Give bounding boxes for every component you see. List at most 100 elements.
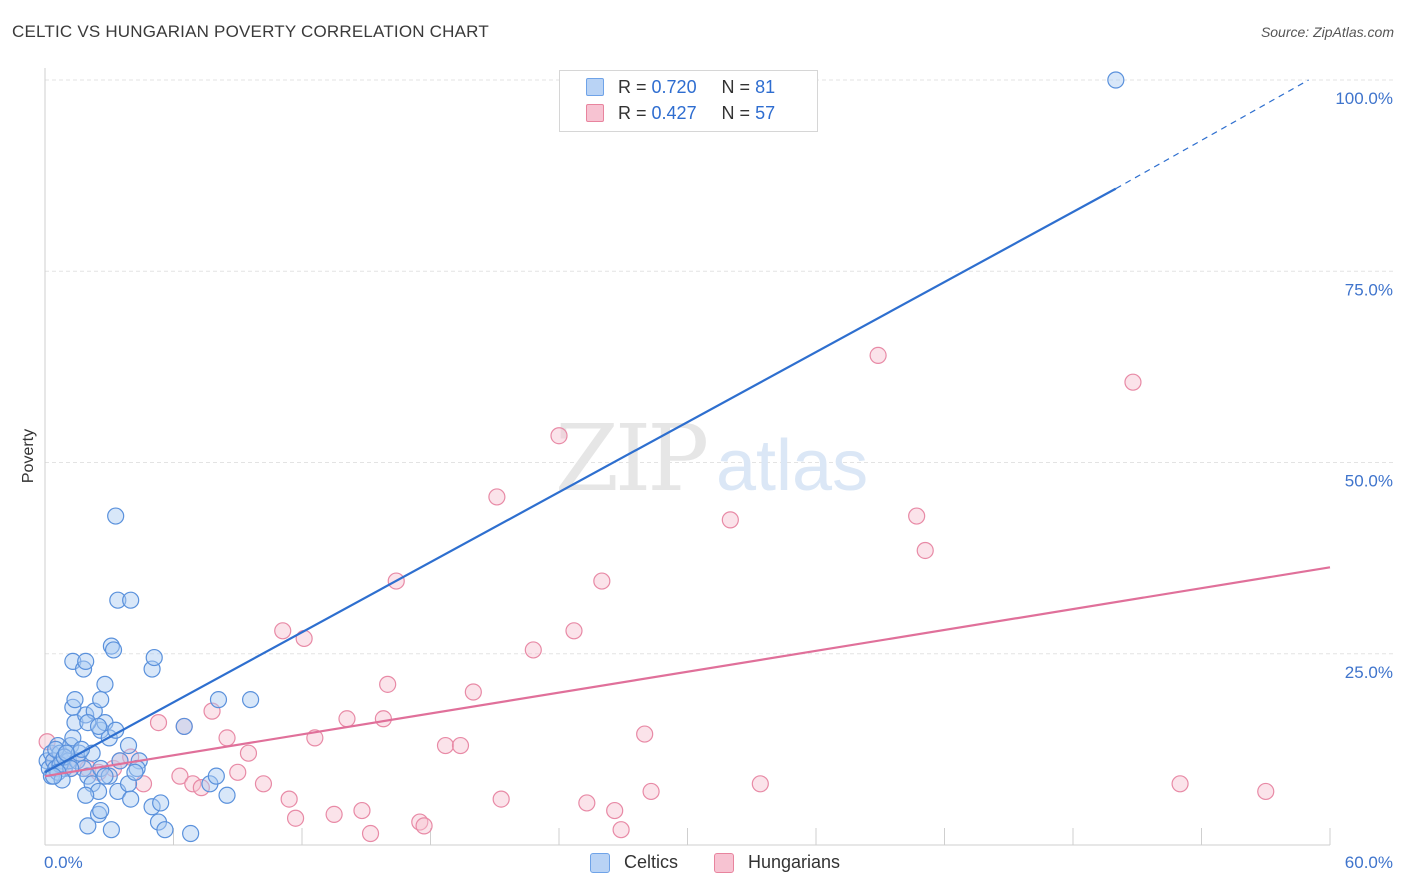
watermark-atlas: atlas xyxy=(716,426,868,506)
bottom-legend-celtics: Celtics xyxy=(590,852,678,873)
source-label: Source: ZipAtlas.com xyxy=(1260,24,1394,40)
hungarians-point xyxy=(353,801,371,820)
celtics-point xyxy=(182,824,200,843)
celtics-points xyxy=(38,71,1125,843)
chart-title: CELTIC VS HUNGARIAN POVERTY CORRELATION … xyxy=(12,22,489,41)
hungarians-point xyxy=(1124,373,1142,391)
hungarians-point xyxy=(134,775,153,793)
hungarians-point xyxy=(606,801,624,820)
celtics-point xyxy=(102,821,120,839)
celtics-point xyxy=(126,763,144,781)
hungarians-point xyxy=(451,736,470,755)
hungarians-point xyxy=(436,736,455,755)
hungarians-point xyxy=(338,710,356,728)
hungarians-point xyxy=(192,779,210,797)
x-tick-label: 60.0% xyxy=(1345,853,1393,872)
hungarians-point xyxy=(488,488,506,506)
celtics-trend-line xyxy=(44,187,1117,774)
celtics-point xyxy=(66,691,84,709)
celtics-point xyxy=(79,713,97,732)
r-label: R = xyxy=(618,102,647,123)
celtics-point xyxy=(175,717,193,736)
celtics-trend-line-extension xyxy=(1115,79,1309,190)
hungarians-point xyxy=(379,675,397,693)
celtics-point xyxy=(207,767,225,785)
celtics-point xyxy=(77,786,95,804)
celtics-point xyxy=(79,817,97,835)
celtics-point xyxy=(77,652,95,671)
hungarians-legend-swatch xyxy=(714,852,734,873)
y-tick-label: 25.0% xyxy=(1345,663,1393,682)
hungarians-point xyxy=(908,507,926,525)
hungarians-point xyxy=(751,775,769,793)
celtics-point xyxy=(1107,71,1125,89)
celtics-point xyxy=(100,767,118,785)
hungarians-point xyxy=(295,629,313,648)
stats-legend: R = 0.720 N = 81 R = 0.427 N = 57 xyxy=(559,70,818,132)
celtics-swatch xyxy=(586,78,604,96)
watermark-zip: ZIP xyxy=(555,405,706,512)
celtics-point xyxy=(96,675,114,693)
celtics-point xyxy=(92,691,110,709)
celtics-point xyxy=(53,771,71,789)
celtics-r-value: 0.720 xyxy=(651,76,697,97)
hungarians-point xyxy=(254,775,273,793)
hungarians-point xyxy=(565,622,583,640)
celtics-point xyxy=(122,591,140,609)
hungarians-point xyxy=(642,782,660,801)
hungarians-point xyxy=(721,511,739,529)
gridlines xyxy=(45,79,1395,655)
r-label: R = xyxy=(618,76,647,97)
y-axis-label: Poverty xyxy=(20,429,37,483)
hungarians-point xyxy=(636,725,654,743)
celtics-point xyxy=(156,821,174,839)
celtics-point xyxy=(96,767,114,785)
tick-labels: 25.0% 50.0% 75.0% 100.0% 0.0% 60.0% xyxy=(44,89,1393,872)
hungarians-point xyxy=(184,775,202,793)
n-label: N = xyxy=(721,102,751,123)
hungarians-point xyxy=(612,821,630,839)
hungarians-point xyxy=(593,572,611,590)
y-tick-label: 75.0% xyxy=(1345,280,1393,299)
hungarians-point xyxy=(149,713,168,732)
celtics-point xyxy=(92,801,110,820)
hungarians-point xyxy=(171,767,189,785)
hungarians-point xyxy=(916,541,934,560)
hungarians-point xyxy=(218,729,236,747)
hungarians-trend-line xyxy=(44,566,1331,778)
celtics-point xyxy=(218,786,236,804)
celtics-legend-label: Celtics xyxy=(624,852,679,872)
celtics-point xyxy=(119,736,138,755)
hungarians-r-value: 0.427 xyxy=(651,102,697,123)
hungarians-point xyxy=(415,817,433,835)
hungarians-point xyxy=(524,641,542,659)
y-tick-label: 50.0% xyxy=(1345,472,1393,491)
hungarians-n-value: 57 xyxy=(755,102,776,123)
celtics-point xyxy=(143,798,161,816)
celtics-legend-swatch xyxy=(590,852,610,873)
hungarians-point xyxy=(550,427,568,445)
hungarians-point xyxy=(325,805,343,824)
y-tick-label: 100.0% xyxy=(1335,89,1393,108)
watermark: ZIP atlas xyxy=(555,405,868,512)
hungarians-point xyxy=(229,763,247,781)
celtics-n-value: 81 xyxy=(755,76,776,97)
celtics-point xyxy=(122,790,140,808)
celtics-point xyxy=(89,782,108,801)
hungarians-point xyxy=(492,790,510,808)
celtics-point xyxy=(111,752,129,770)
hungarians-point xyxy=(464,683,482,701)
celtics-point xyxy=(145,648,163,667)
celtics-point xyxy=(104,641,123,659)
hungarians-point xyxy=(1257,782,1275,801)
legend-row-celtics: R = 0.720 N = 81 xyxy=(586,76,775,98)
hungarians-point xyxy=(578,794,596,812)
hungarians-point xyxy=(869,346,887,364)
celtics-point xyxy=(109,591,127,609)
hungarians-point xyxy=(286,809,305,827)
hungarians-legend-label: Hungarians xyxy=(748,852,841,872)
celtics-point xyxy=(152,794,170,812)
n-label: N = xyxy=(721,76,751,97)
hungarians-point xyxy=(361,824,380,843)
